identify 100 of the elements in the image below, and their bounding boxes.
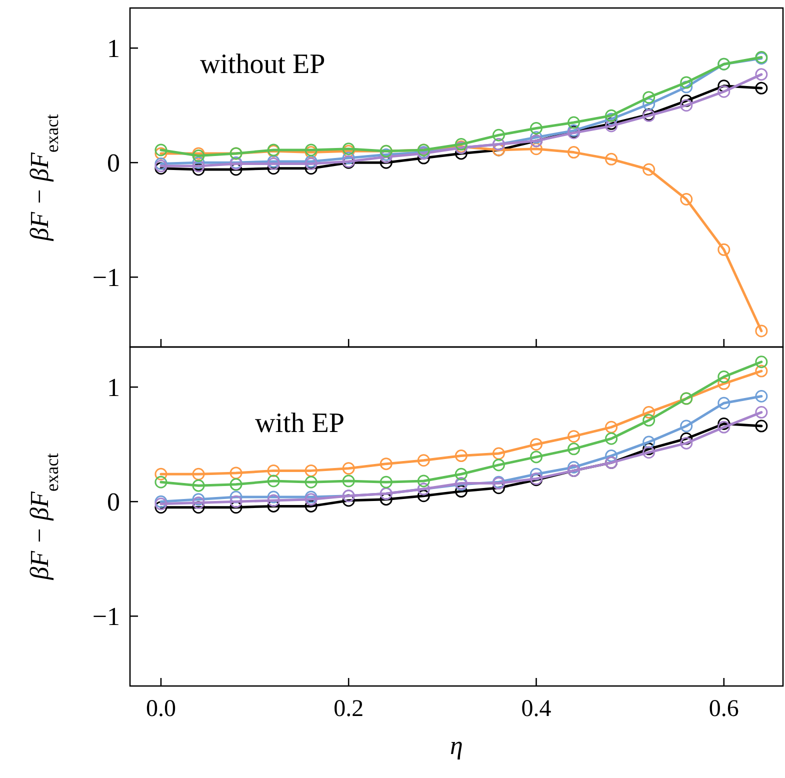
point — [192, 501, 205, 514]
point — [304, 144, 318, 156]
point — [642, 446, 656, 459]
point — [192, 493, 205, 506]
point — [230, 501, 242, 514]
point — [718, 417, 730, 430]
point — [304, 490, 318, 504]
point — [680, 436, 693, 450]
point — [154, 468, 168, 480]
point — [568, 461, 580, 474]
point — [568, 442, 580, 456]
point — [304, 155, 318, 168]
point — [154, 147, 168, 160]
point — [154, 498, 168, 510]
point — [304, 476, 318, 488]
x-tick-label: 0.0 — [146, 696, 176, 722]
point — [755, 406, 768, 419]
point — [192, 163, 205, 176]
point — [530, 438, 542, 451]
y-tick-label: −1 — [92, 602, 120, 632]
point — [718, 370, 730, 384]
x-tick-label: 0.6 — [708, 696, 739, 722]
point — [342, 152, 355, 164]
point — [417, 490, 430, 502]
point — [417, 454, 430, 467]
point — [530, 468, 542, 480]
point — [267, 490, 280, 504]
point — [755, 356, 768, 368]
point — [454, 450, 468, 462]
point — [417, 474, 430, 488]
point — [642, 98, 656, 110]
point — [605, 120, 618, 132]
point — [680, 80, 693, 94]
annotation: without EP — [200, 49, 326, 80]
point — [530, 142, 542, 156]
point — [267, 158, 280, 170]
point — [304, 500, 318, 512]
point — [230, 478, 242, 491]
point — [380, 150, 392, 164]
point — [642, 406, 656, 419]
point — [192, 160, 205, 172]
x-tick-label: 0.2 — [334, 696, 364, 722]
point — [192, 496, 205, 510]
point — [568, 146, 580, 159]
point — [605, 109, 618, 122]
point — [642, 414, 656, 427]
y-tick-label: 0 — [107, 488, 120, 517]
point — [568, 430, 580, 443]
point — [642, 91, 656, 104]
point — [530, 450, 542, 464]
point — [154, 144, 168, 156]
point — [755, 390, 768, 402]
point — [605, 432, 618, 445]
point — [492, 458, 505, 472]
point — [680, 432, 693, 445]
point — [642, 436, 656, 448]
point — [380, 493, 392, 506]
point — [267, 474, 280, 488]
point — [230, 495, 242, 508]
point — [380, 476, 392, 488]
point — [342, 494, 355, 507]
x-tick-label: 0.4 — [521, 696, 552, 722]
annotation: with EP — [255, 408, 344, 439]
point — [267, 155, 280, 168]
point — [605, 152, 618, 166]
point — [192, 468, 205, 480]
point — [154, 476, 168, 488]
point — [718, 420, 730, 434]
point — [304, 493, 318, 506]
point — [530, 122, 542, 135]
point — [755, 420, 768, 432]
point — [192, 156, 205, 169]
point — [718, 396, 730, 410]
point — [755, 364, 768, 378]
point — [642, 442, 656, 456]
point — [492, 447, 505, 460]
point — [492, 128, 505, 142]
point — [605, 112, 618, 126]
point — [568, 116, 580, 129]
point — [680, 76, 693, 89]
y-tick-label: −1 — [92, 263, 120, 292]
point — [718, 85, 730, 98]
point — [304, 146, 318, 159]
point — [342, 474, 355, 488]
point — [605, 450, 618, 462]
y-tick-label: 0 — [107, 148, 120, 178]
point — [154, 495, 168, 508]
point — [755, 68, 768, 81]
point — [267, 464, 280, 477]
y-tick-label: 1 — [107, 373, 120, 402]
point — [755, 324, 768, 338]
point — [680, 193, 693, 206]
point — [718, 377, 730, 390]
y-tick-label: 1 — [107, 34, 120, 64]
point — [642, 163, 656, 176]
point — [530, 131, 542, 144]
point — [454, 485, 468, 498]
point — [605, 420, 618, 434]
x-axis-title: η — [450, 731, 463, 760]
point — [304, 158, 318, 170]
